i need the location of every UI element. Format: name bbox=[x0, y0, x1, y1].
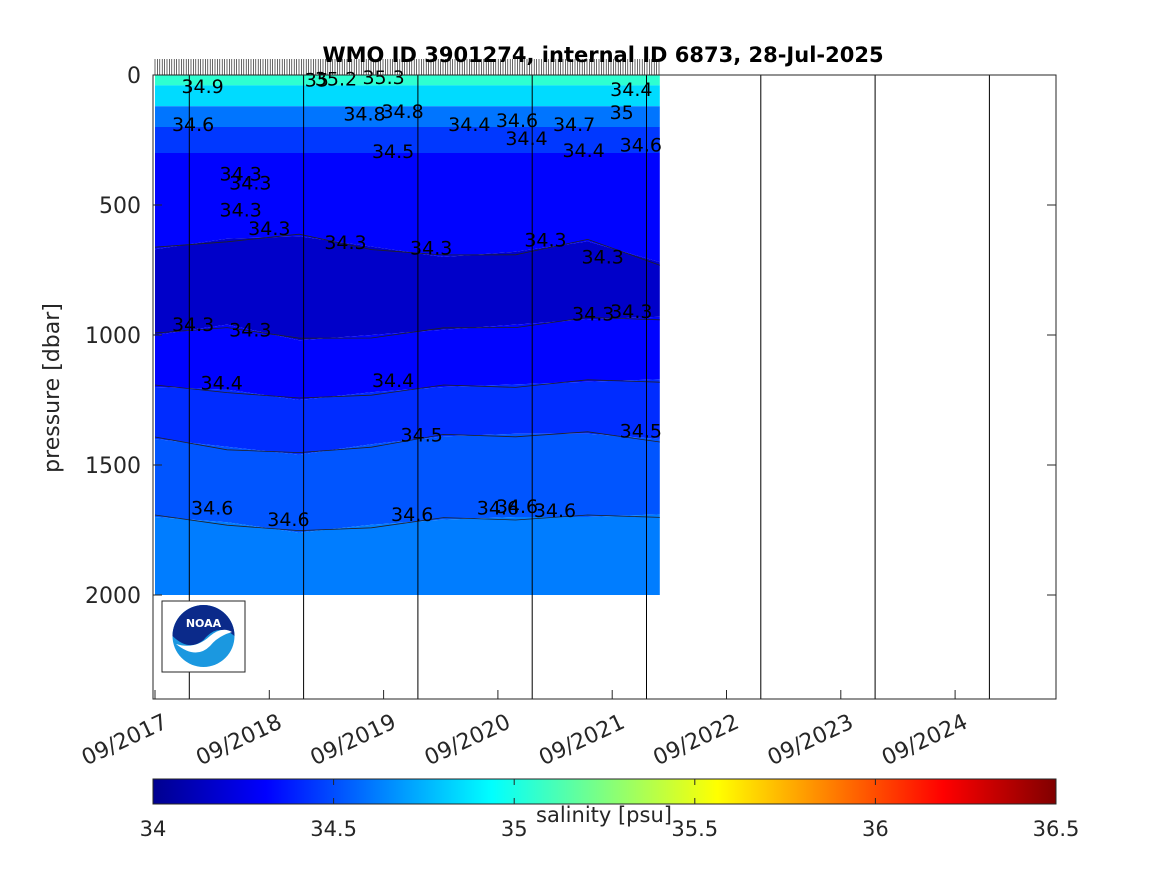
band-34-6 bbox=[155, 106, 660, 127]
contour-line-34-3-1 bbox=[154, 316, 660, 339]
contour-label: 34.3 bbox=[220, 200, 262, 222]
colorbar-tick-label: 36.5 bbox=[1033, 817, 1080, 841]
x-axis: 09/2017 09/2018 09/2019 09/2020 09/2021 09/20… bbox=[78, 690, 972, 771]
contour-label: 34.3 bbox=[610, 301, 652, 323]
x-tick-label: 09/2018 bbox=[192, 710, 285, 771]
contour-label: 35 bbox=[610, 102, 634, 124]
band-34-5-deep bbox=[155, 433, 660, 533]
band-34-3-lower bbox=[155, 316, 660, 400]
contour-line-34-3-0 bbox=[154, 233, 660, 266]
contour-label: 35.3 bbox=[362, 67, 404, 89]
contour-label: 34.6 bbox=[620, 135, 662, 157]
x-tick-label: 09/2023 bbox=[764, 710, 857, 771]
contour-line-34-4-2 bbox=[154, 379, 660, 399]
contour-label: 34.4 bbox=[372, 370, 414, 392]
y-axis-label: pressure [dbar] bbox=[40, 303, 65, 473]
salinity-field bbox=[155, 75, 660, 595]
contour-label: 34.6 bbox=[191, 497, 233, 519]
contour-label: 34.3 bbox=[324, 232, 366, 254]
contour-label: 34.6 bbox=[172, 114, 214, 136]
contour-label: 34.3 bbox=[572, 304, 614, 326]
contour-lines bbox=[154, 59, 660, 532]
plot-frame bbox=[152, 74, 1057, 700]
contour-label: 34.8 bbox=[381, 101, 423, 123]
colorbar bbox=[152, 778, 1057, 805]
y-tick-label: 500 bbox=[99, 194, 141, 219]
x-tick-label: 09/2024 bbox=[878, 710, 971, 771]
contour-label: 34.3 bbox=[172, 314, 214, 336]
contour-label: 34.3 bbox=[410, 237, 452, 259]
contour-label: 34.4 bbox=[448, 114, 490, 136]
band-34-6-deep bbox=[155, 514, 660, 595]
y-tick-label: 0 bbox=[127, 64, 141, 89]
contour-label: 34.3 bbox=[220, 163, 262, 185]
band-34-4-deep bbox=[155, 379, 660, 455]
x-tick-label: 09/2022 bbox=[650, 710, 743, 771]
colorbar-tick-label: 35.5 bbox=[671, 817, 718, 841]
band-34-4 bbox=[155, 127, 660, 153]
contour-label: 34.6 bbox=[496, 110, 538, 132]
contour-line-34-5-3 bbox=[154, 431, 660, 454]
x-tick-label: 09/2019 bbox=[307, 710, 400, 771]
contour-label: 34.6 bbox=[496, 496, 538, 518]
contour-label: 35.2 bbox=[315, 68, 357, 90]
x-tick-label: 09/2020 bbox=[421, 710, 514, 771]
colorbar-label: salinity [psu] bbox=[536, 803, 672, 827]
noaa-logo: NOAA bbox=[161, 600, 246, 673]
contour-label: 34.3 bbox=[229, 172, 271, 194]
contour-label: 34.4 bbox=[201, 373, 243, 395]
contour-label: 34.5 bbox=[372, 141, 414, 163]
contour-label: 34.5 bbox=[401, 425, 443, 447]
chart-title: WMO ID 3901274, internal ID 6873, 28-Jul… bbox=[322, 43, 883, 67]
year-grid-lines bbox=[188, 75, 990, 699]
contour-label: 34.4 bbox=[562, 140, 604, 162]
colorbar-tick-label: 36 bbox=[862, 817, 889, 841]
contour-label: 34.6 bbox=[267, 509, 309, 531]
contour-line-34-6-4 bbox=[154, 514, 660, 532]
y-tick-label: 1000 bbox=[85, 324, 141, 349]
contour-label: 34.6 bbox=[534, 500, 576, 522]
contour-label: 34.3 bbox=[248, 218, 290, 240]
colorbar-tick-label: 35 bbox=[501, 817, 528, 841]
noaa-logo-text: NOAA bbox=[186, 617, 222, 630]
contour-label: 34.3 bbox=[524, 230, 566, 252]
band-34-3-upper bbox=[155, 153, 660, 263]
contour-label: 34.3 bbox=[582, 247, 624, 269]
contour-label: 34.7 bbox=[553, 114, 595, 136]
x-tick-label: 09/2021 bbox=[535, 710, 628, 771]
band-salinity-minimum bbox=[155, 236, 660, 341]
y-axis: 0 500 1000 1500 2000 bbox=[85, 64, 1056, 609]
contour-label: 34.6 bbox=[477, 497, 519, 519]
x-tick-label: 09/2017 bbox=[78, 710, 171, 771]
contour-label: 34.6 bbox=[391, 504, 433, 526]
colorbar-tick-label: 34.5 bbox=[310, 817, 357, 841]
colorbar-ticks: 34 34.5 35 35.5 36 36.5 bbox=[140, 779, 1080, 841]
band-34-8 bbox=[155, 85, 660, 107]
contour-label: 34.8 bbox=[343, 104, 385, 126]
y-tick-label: 2000 bbox=[85, 584, 141, 609]
colorbar-tick-label: 34 bbox=[140, 817, 167, 841]
y-tick-label: 1500 bbox=[85, 454, 141, 479]
contour-label: 34.4 bbox=[505, 128, 547, 150]
contour-labels: 34.334.334.334.334.3 34.3 34.334.334.3 34.3… bbox=[172, 67, 662, 531]
contour-label: 34.5 bbox=[620, 421, 662, 443]
contour-label: 34.4 bbox=[610, 79, 652, 101]
contour-label: 34.3 bbox=[229, 319, 271, 341]
band-surface-35 bbox=[155, 75, 660, 86]
contour-label: 34.9 bbox=[181, 76, 223, 98]
